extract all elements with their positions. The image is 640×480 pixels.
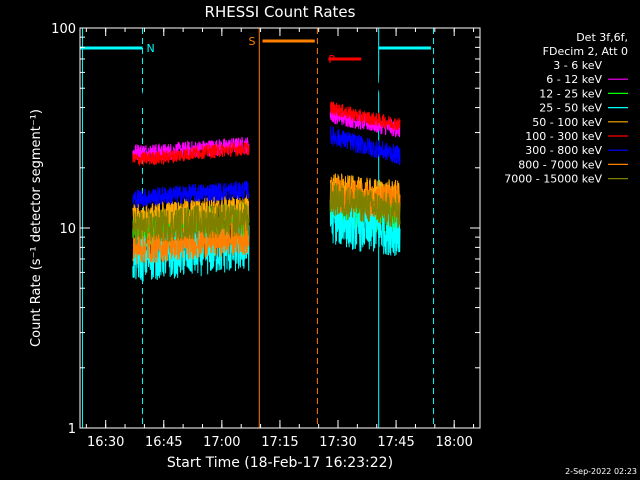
flag-label-P: P [328, 53, 335, 66]
series-50-100-kev-segment-1 [132, 194, 250, 233]
legend-label-50-100-kev: 50 - 100 keV [532, 116, 602, 129]
flag-label-N: N [146, 42, 154, 55]
timestamp: 2-Sep-2022 02:23 [565, 467, 637, 476]
series-3-6-kev-segment-2 [329, 63, 401, 102]
x-tick-label-1645: 16:45 [145, 435, 182, 450]
y-tick-label-100: 100 [51, 22, 76, 37]
y-tick-label-1: 1 [68, 422, 76, 437]
x-axis-label: Start Time (18-Feb-17 16:23:22) [167, 455, 393, 471]
series-300-800-kev-segment-1 [132, 180, 250, 209]
axes: 16:30 16:45 17:00 17:15 17:30 17:45 18:00 1 10 10… [51, 22, 480, 450]
x-tick-label-1630: 16:30 [87, 435, 124, 450]
y-axis-label: Count Rate (s⁻¹ detector segment⁻¹) [29, 109, 44, 347]
legend-label-800-7000-kev: 800 - 7000 keV [518, 158, 602, 171]
series-7000-15000-kev-segment-1 [132, 203, 250, 245]
x-tick-label-1700: 17:00 [203, 435, 240, 450]
series-300-800-kev-segment-2 [329, 125, 401, 166]
legend-label-300-800-kev: 300 - 800 keV [525, 144, 602, 157]
series-100-300-kev-segment-2 [329, 101, 401, 131]
plot-area: N S P [80, 28, 435, 428]
y-tick-label-10: 10 [59, 222, 76, 237]
series-3-6-kev-segment-1 [132, 78, 250, 112]
legend-label-7000-15000-kev: 7000 - 15000 keV [504, 173, 602, 186]
x-tick-label-1730: 17:30 [319, 435, 356, 450]
legend-label-12-25-kev: 12 - 25 keV [539, 87, 602, 100]
chart-title: RHESSI Count Rates [205, 3, 356, 21]
x-tick-label-1715: 17:15 [261, 435, 298, 450]
legend-header-line-2: FDecim 2, Att 0 [543, 45, 628, 58]
x-tick-label-1800: 18:00 [435, 435, 472, 450]
legend-label-25-50-kev: 25 - 50 keV [539, 102, 602, 115]
x-tick-label-1745: 17:45 [377, 435, 414, 450]
series-100-300-kev-segment-1 [132, 141, 250, 166]
legend-label-100-300-kev: 100 - 300 keV [525, 130, 602, 143]
series-7000-15000-kev-segment-2 [329, 182, 401, 229]
legend-label-3-6-kev: 3 - 6 keV [553, 59, 602, 72]
legend-label-6-12-kev: 6 - 12 keV [546, 73, 602, 86]
legend-header-line-1: Det 3f,6f, [576, 31, 628, 44]
flag-label-S: S [249, 35, 256, 48]
